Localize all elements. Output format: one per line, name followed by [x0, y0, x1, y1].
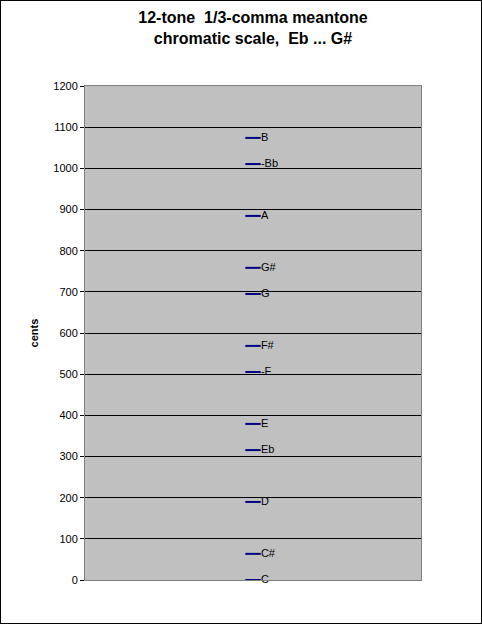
- svg-text:B: B: [261, 131, 268, 143]
- svg-text:G#: G#: [261, 261, 277, 273]
- svg-text:1000: 1000: [53, 162, 77, 174]
- svg-text:1200: 1200: [53, 80, 77, 92]
- svg-text:D: D: [261, 495, 269, 507]
- svg-text:400: 400: [59, 409, 77, 421]
- svg-text:12-tone 1/3-comma meantonechr: 12-tone 1/3-comma meantonechromatic scal…: [138, 9, 368, 47]
- svg-text:0: 0: [72, 574, 78, 586]
- svg-text:1100: 1100: [54, 121, 78, 133]
- svg-text:200: 200: [59, 492, 77, 504]
- svg-text:-F: -F: [261, 365, 272, 377]
- svg-text:-Bb: -Bb: [261, 157, 278, 169]
- svg-text:E: E: [261, 417, 268, 429]
- svg-text:500: 500: [59, 368, 77, 380]
- svg-text:300: 300: [59, 450, 77, 462]
- svg-text:A: A: [261, 209, 269, 221]
- svg-text:800: 800: [59, 245, 77, 257]
- svg-text:100: 100: [59, 533, 77, 545]
- svg-text:700: 700: [59, 286, 77, 298]
- svg-text:Eb: Eb: [261, 443, 274, 455]
- svg-text:cents: cents: [28, 319, 40, 348]
- svg-text:900: 900: [59, 203, 77, 215]
- svg-text:C#: C#: [261, 547, 276, 559]
- svg-text:600: 600: [59, 327, 77, 339]
- svg-text:G: G: [261, 287, 270, 299]
- svg-text:C: C: [261, 573, 269, 585]
- svg-text:F#: F#: [261, 339, 275, 351]
